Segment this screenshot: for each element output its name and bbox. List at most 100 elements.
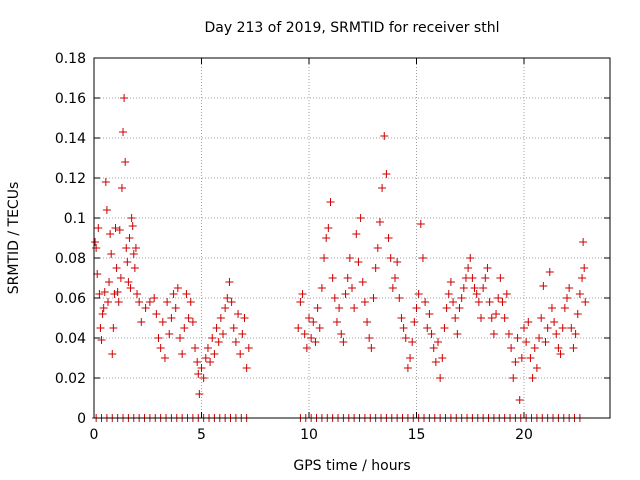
data-point: [124, 278, 133, 286]
data-point: [410, 318, 419, 326]
data-point: [191, 344, 200, 352]
data-point: [145, 298, 154, 306]
data-point: [468, 274, 477, 282]
data-point: [133, 290, 141, 298]
data-point: [434, 338, 442, 346]
data-point: [173, 284, 182, 292]
data-point: [532, 364, 541, 372]
data-point: [307, 334, 316, 342]
data-point: [360, 298, 369, 306]
data-point: [244, 344, 253, 352]
data-point: [158, 318, 167, 326]
data-point: [470, 284, 479, 292]
data-point: [507, 344, 516, 352]
x-axis-label: GPS time / hours: [293, 458, 410, 474]
data-point: [156, 344, 165, 352]
data-point: [537, 314, 546, 322]
data-point: [438, 354, 447, 362]
data-point: [221, 304, 230, 312]
data-point: [98, 310, 107, 318]
data-point: [131, 244, 140, 252]
data-point: [236, 350, 245, 358]
data-point: [119, 128, 128, 136]
data-point: [194, 370, 203, 378]
data-point: [180, 324, 189, 332]
data-point: [350, 304, 359, 312]
data-point: [178, 350, 187, 358]
data-point: [105, 278, 114, 286]
data-point: [455, 304, 464, 312]
data-point: [483, 264, 492, 272]
data-point: [116, 274, 125, 282]
data-point: [123, 258, 132, 266]
data-point: [500, 314, 509, 322]
data-point: [212, 324, 221, 332]
data-point: [214, 338, 223, 346]
data-point: [412, 304, 421, 312]
y-tick-label: 0.14: [55, 131, 86, 147]
data-point: [330, 294, 339, 302]
data-point: [184, 314, 193, 322]
data-point: [496, 274, 505, 282]
data-point: [524, 318, 533, 326]
data-point: [477, 314, 485, 322]
data-point: [418, 254, 427, 262]
y-tick-label: 0.08: [55, 251, 86, 267]
data-point: [117, 184, 126, 192]
x-tick-label: 10: [300, 427, 318, 443]
data-point: [358, 278, 367, 286]
data-point: [487, 314, 496, 322]
data-point: [498, 298, 507, 306]
data-point: [125, 234, 134, 242]
data-point: [535, 334, 544, 342]
x-tick-label: 20: [515, 427, 533, 443]
data-point: [343, 274, 352, 282]
data-point: [571, 330, 580, 338]
data-point: [528, 374, 537, 382]
data-point: [365, 334, 374, 342]
data-point: [107, 250, 116, 258]
data-point: [354, 258, 363, 266]
data-point: [556, 350, 565, 358]
data-point: [474, 298, 483, 306]
data-point: [545, 268, 554, 276]
data-point: [302, 344, 311, 352]
data-point: [129, 250, 138, 258]
data-point: [442, 304, 451, 312]
data-point: [520, 324, 528, 332]
data-point: [208, 334, 217, 342]
data-point: [421, 298, 430, 306]
data-point: [234, 310, 243, 318]
data-point: [313, 304, 322, 312]
data-point: [429, 344, 438, 352]
data-point: [238, 330, 247, 338]
data-point: [579, 238, 588, 246]
data-point: [375, 218, 384, 226]
data-point: [406, 354, 415, 362]
y-tick-label: 0.16: [55, 91, 86, 107]
data-point: [436, 374, 445, 382]
data-point: [464, 264, 473, 272]
data-point: [580, 264, 589, 272]
data-point: [199, 374, 208, 382]
data-point: [240, 314, 249, 322]
y-axis-label: SRMTID / TECUs: [6, 182, 22, 295]
data-point: [530, 344, 539, 352]
data-point: [337, 330, 346, 338]
data-point: [552, 330, 561, 338]
data-point: [102, 206, 111, 214]
data-point: [309, 318, 318, 326]
data-point: [169, 290, 178, 298]
data-point: [322, 234, 331, 242]
data-point: [423, 324, 432, 332]
data-point: [341, 290, 350, 298]
data-point: [135, 298, 144, 306]
data-point: [92, 244, 101, 252]
data-point: [399, 324, 408, 332]
data-point: [113, 288, 122, 296]
data-point: [384, 234, 393, 242]
y-tick-label: 0.1: [64, 211, 86, 227]
data-point: [526, 354, 535, 362]
